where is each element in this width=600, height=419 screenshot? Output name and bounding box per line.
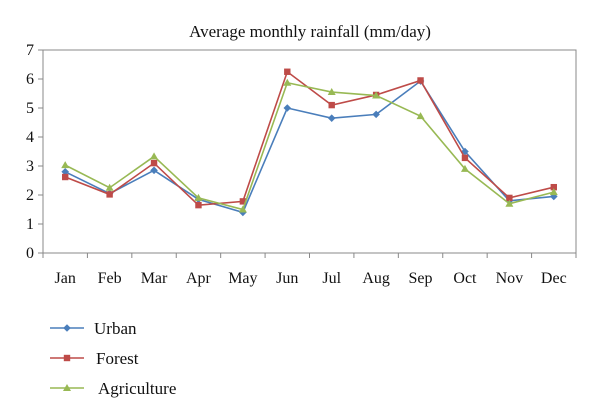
data-point-urban xyxy=(150,166,158,175)
data-point-agriculture xyxy=(327,88,336,96)
series-urban xyxy=(61,77,558,217)
x-tick-label: Jul xyxy=(322,270,341,287)
data-point-agriculture xyxy=(460,164,469,172)
y-axis: 0 1 2 3 4 5 6 7 xyxy=(26,42,43,262)
data-point-urban xyxy=(372,110,380,119)
data-point-forest xyxy=(150,159,158,167)
x-axis: Jan Feb Mar Apr May Jun Jul Aug Sep Oct Nov Dec xyxy=(42,253,577,287)
legend-label-forest: Forest xyxy=(96,349,139,368)
data-point-forest xyxy=(328,101,335,109)
data-point-forest xyxy=(461,154,469,162)
data-point-forest xyxy=(195,201,202,209)
y-tick-label: 2 xyxy=(26,187,34,204)
data-point-forest xyxy=(550,183,557,191)
x-tick-label: Aug xyxy=(362,270,390,287)
x-tick-label: Jan xyxy=(55,270,76,287)
legend-item-urban: Urban xyxy=(50,319,137,338)
data-point-agriculture xyxy=(238,205,247,213)
data-point-urban xyxy=(61,168,70,176)
data-point-forest xyxy=(284,68,291,75)
data-point-agriculture xyxy=(194,193,203,201)
data-point-agriculture xyxy=(549,188,558,196)
series-forest xyxy=(62,68,557,209)
data-point-agriculture xyxy=(105,183,114,191)
x-tick-label: Sep xyxy=(409,270,433,287)
x-tick-label: Oct xyxy=(453,270,477,287)
legend: Urban Forest Agriculture xyxy=(50,319,176,398)
x-tick-label: May xyxy=(228,270,257,287)
legend-item-agriculture: Agriculture xyxy=(50,379,176,398)
data-point-forest xyxy=(417,77,424,84)
data-point-agriculture xyxy=(505,199,514,207)
plot-area-border xyxy=(42,49,577,254)
data-point-forest xyxy=(239,198,247,205)
y-tick-label: 5 xyxy=(26,100,34,117)
x-tick-label: Apr xyxy=(186,270,212,287)
data-point-urban xyxy=(327,114,336,122)
data-point-agriculture xyxy=(416,112,425,120)
legend-item-forest: Forest xyxy=(50,349,139,368)
y-tick-label: 6 xyxy=(26,71,34,88)
series-agriculture xyxy=(61,78,558,213)
chart-title: Average monthly rainfall (mm/day) xyxy=(189,22,431,41)
x-tick-label: Nov xyxy=(496,270,524,287)
legend-label-urban: Urban xyxy=(94,319,137,338)
legend-label-agriculture: Agriculture xyxy=(98,379,176,398)
x-tick-label: Jun xyxy=(276,270,298,287)
plot-frame xyxy=(42,49,577,254)
data-point-forest xyxy=(506,194,513,202)
y-tick-label: 1 xyxy=(26,216,34,233)
series-line-agriculture xyxy=(64,81,554,211)
legend-marker-agriculture xyxy=(63,384,71,391)
data-point-forest xyxy=(106,191,113,198)
data-point-agriculture xyxy=(150,152,159,160)
y-tick-label: 7 xyxy=(26,42,34,59)
x-tick-label: Feb xyxy=(98,270,122,287)
series-line-forest xyxy=(64,70,554,206)
y-tick-label: 0 xyxy=(26,245,34,262)
legend-marker-urban xyxy=(63,324,71,332)
x-tick-label: Mar xyxy=(141,270,168,287)
legend-marker-forest xyxy=(63,354,71,362)
data-point-agriculture xyxy=(283,78,292,86)
data-point-urban xyxy=(283,104,292,112)
y-tick-label: 3 xyxy=(26,158,34,175)
data-point-forest xyxy=(62,173,69,181)
y-tick-label: 4 xyxy=(26,129,34,146)
x-tick-label: Dec xyxy=(541,270,567,287)
data-point-urban xyxy=(461,147,469,156)
series-layer xyxy=(61,68,558,217)
data-point-agriculture xyxy=(61,161,70,169)
data-point-agriculture xyxy=(372,91,381,99)
series-line-urban xyxy=(64,79,554,214)
